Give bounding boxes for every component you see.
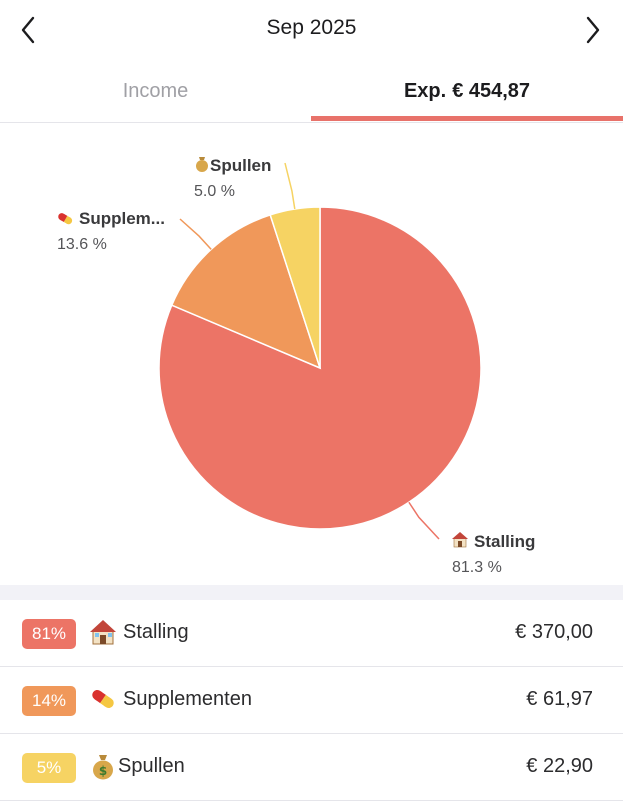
month-header: Sep 2025 <box>0 0 623 60</box>
active-tab-indicator <box>311 116 623 121</box>
list-item[interactable]: 5% $ Spullen € 22,90 <box>0 734 623 801</box>
pie-percent-spullen: 5.0 % <box>194 183 235 200</box>
percent-badge: 81% <box>22 619 76 649</box>
pie-label-supplementen: Supplem... <box>79 209 165 228</box>
category-name: Spullen <box>118 755 185 777</box>
expense-pie-chart: Stalling 81.3 % Supplem... 13.6 % Spullen 5.0… <box>57 156 535 576</box>
pie-label-stalling: Stalling <box>474 532 535 551</box>
house-icon <box>90 620 116 645</box>
percent-badge: 14% <box>22 686 76 716</box>
month-title: Sep 2025 <box>266 16 357 39</box>
pie-leader-line <box>179 218 212 250</box>
svg-text:$: $ <box>99 764 107 778</box>
money-bag-icon <box>196 157 208 172</box>
type-tabs: Income Exp. € 454,87 <box>0 62 623 123</box>
category-amount: € 22,90 <box>526 755 593 777</box>
house-icon <box>452 532 468 548</box>
list-item[interactable]: 81% Stalling € 370,00 <box>0 600 623 667</box>
percent-badge: 5% <box>22 753 76 783</box>
money-bag-icon: $ <box>93 755 113 780</box>
tab-expense-label: Exp. <box>403 80 447 102</box>
list-item[interactable]: 14% Supplementen € 61,97 <box>0 667 623 734</box>
previous-month-button[interactable] <box>12 14 44 46</box>
pill-icon <box>92 689 114 709</box>
category-name: Supplementen <box>123 688 252 710</box>
pie-percent-stalling: 81.3 % <box>452 559 502 576</box>
pie-leader-line <box>408 501 440 540</box>
chevron-left-icon <box>21 16 35 44</box>
pie-slice-spullen[interactable] <box>269 206 321 369</box>
category-name: Stalling <box>123 621 189 643</box>
pill-icon <box>58 213 73 225</box>
tab-expense[interactable]: Exp. € 454,87 <box>311 62 623 122</box>
tab-income[interactable]: Income <box>122 80 189 102</box>
category-amount: € 61,97 <box>526 688 593 710</box>
category-amount: € 370,00 <box>515 621 593 643</box>
pie-leader-line <box>284 162 296 210</box>
summary-panel: Sep 2025 Income Exp. € 454,87 Stalling 81.… <box>0 0 623 585</box>
chevron-right-icon <box>586 16 600 44</box>
category-list: 81% Stalling € 370,00 14% Supplementen €… <box>0 600 623 801</box>
pie-label-spullen: Spullen <box>210 156 271 175</box>
pie-percent-supplementen: 13.6 % <box>57 236 107 253</box>
next-month-button[interactable] <box>577 14 609 46</box>
expense-total: € 454,87 <box>452 80 531 102</box>
